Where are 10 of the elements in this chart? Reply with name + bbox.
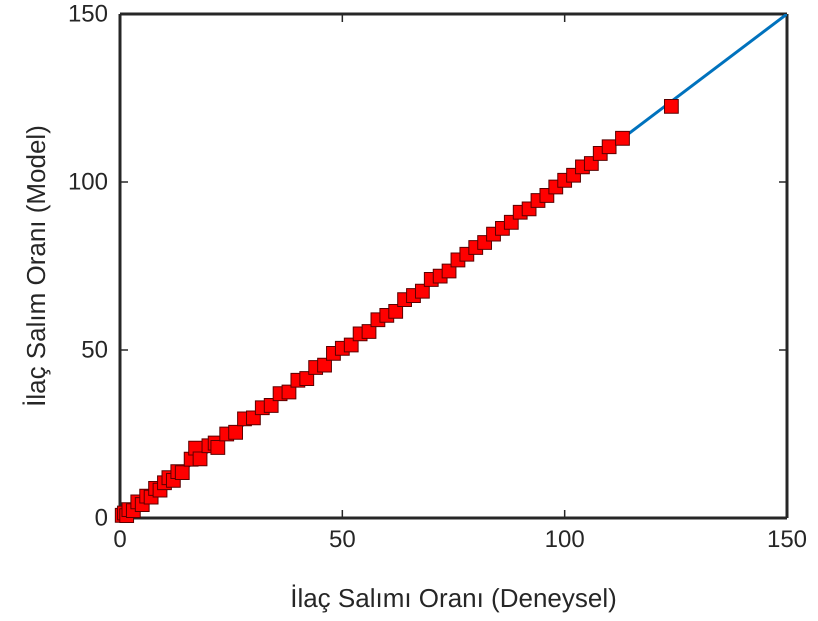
y-tick-label: 50	[81, 336, 108, 364]
y-axis-title: İlaç Salım Oranı (Model)	[21, 125, 51, 407]
x-tick-label: 50	[328, 526, 356, 554]
x-tick-label: 150	[766, 526, 808, 554]
x-axis-title: İlaç Salımı Oranı (Deneysel)	[290, 583, 617, 613]
y-tick-label: 0	[94, 504, 108, 532]
y-tick-label: 150	[68, 0, 108, 28]
y-tick-label: 100	[68, 168, 108, 196]
x-tick-label: 0	[113, 526, 127, 554]
x-tick-label: 100	[544, 526, 585, 554]
